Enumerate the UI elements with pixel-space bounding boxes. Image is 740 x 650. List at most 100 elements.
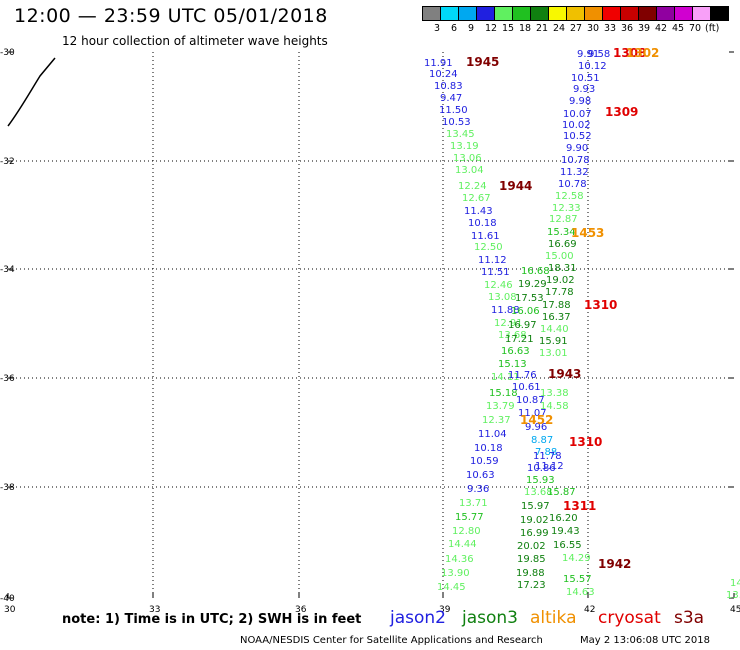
legend-labels: 3 6 9 12 15 18 21 24 27 30 33 36 39 42 45 70 (ft): [422, 21, 728, 35]
wave-height-value: 14.40: [540, 324, 569, 335]
legend-label: 33: [604, 23, 617, 34]
legend-label: 12: [485, 23, 498, 34]
wave-height-value: 17.78: [545, 287, 574, 298]
wave-height-value: 19.02: [546, 275, 575, 286]
wave-height-value: 10.87: [516, 395, 545, 406]
legend-label: 18: [519, 23, 532, 34]
wave-height-value: 10.24: [429, 69, 458, 80]
legend-s3a: s3a: [674, 608, 705, 628]
pass-time-label: 1309: [605, 105, 638, 119]
wave-height-value: 9.93: [573, 84, 595, 95]
pass-time-label: 1308: [613, 46, 646, 60]
wave-height-value: 13.04: [455, 165, 484, 176]
pass-time-label: 1453: [571, 226, 604, 240]
wave-height-value: 14.63: [566, 587, 595, 598]
wave-height-value: 13.45: [446, 129, 475, 140]
wave-height-value: 11.61: [471, 231, 500, 242]
wave-height-value: 14.45: [437, 582, 466, 593]
wave-height-value: 13.: [726, 590, 740, 601]
wave-height-value: 10.07: [563, 109, 592, 120]
legend-label: 39: [638, 23, 651, 34]
lon-label: 33: [149, 605, 160, 615]
wave-height-value: 11.50: [439, 105, 468, 116]
legend-label: 24: [553, 23, 566, 34]
wave-height-value: 12.50: [474, 242, 503, 253]
wave-height-value: 10.78: [558, 179, 587, 190]
wave-height-value: 16.37: [542, 312, 571, 323]
legend-label: 42: [655, 23, 668, 34]
wave-height-value: 12.46: [484, 280, 513, 291]
wave-height-value: 11.76: [508, 370, 537, 381]
wave-height-value: 19.43: [551, 526, 580, 537]
wave-height-value: 14.11: [491, 372, 520, 383]
wave-height-value: 15.77: [455, 512, 484, 523]
wave-height-value: 16.99: [520, 528, 549, 539]
wave-height-value: 17.21: [505, 334, 534, 345]
wave-height-value: 19.85: [517, 554, 546, 565]
wave-height-value: 10.61: [512, 382, 541, 393]
wave-height-value: 15.57: [563, 574, 592, 585]
wave-height-value: 15.13: [498, 359, 527, 370]
wave-height-value: 10.59: [470, 456, 499, 467]
wave-height-value: 12.87: [549, 214, 578, 225]
legend-label: 15: [502, 23, 515, 34]
wave-height-value: 16.20: [549, 513, 578, 524]
wave-height-value: 17.88: [542, 300, 571, 311]
wave-height-value: 11.12: [478, 255, 507, 266]
wave-height-value: 15.34: [547, 227, 576, 238]
wave-height-value: 12.37: [482, 415, 511, 426]
wave-height-value: 11.07: [518, 408, 547, 419]
wave-height-value: 9.96: [525, 422, 547, 433]
wave-height-value: 11.51: [481, 267, 510, 278]
legend-label: 30: [587, 23, 600, 34]
wave-height-value: 13.90: [441, 568, 470, 579]
wave-height-value: 16.97: [508, 320, 537, 331]
wave-height-value: 19.88: [516, 568, 545, 579]
legend-label: 45: [672, 23, 685, 34]
wave-height-value: 10.51: [571, 73, 600, 84]
wave-height-value: 7.88: [535, 447, 557, 458]
lon-label: 39: [439, 605, 451, 615]
lat-label: -36: [0, 374, 15, 384]
wave-height-value: 16.06: [511, 306, 540, 317]
wave-height-value: 12.80: [452, 526, 481, 537]
lon-label: 45: [730, 605, 740, 615]
wave-height-value: 19.02: [520, 515, 549, 526]
pass-time-label: 1945: [466, 55, 499, 69]
pass-time-label: 1943: [548, 367, 581, 381]
wave-height-value: 15.87: [547, 487, 576, 498]
wave-height-value: 13.79: [486, 401, 515, 412]
wave-height-value: 16.63: [501, 346, 530, 357]
wave-height-value: 13.01: [539, 348, 568, 359]
wave-height-value: 13.19: [450, 141, 479, 152]
legend-jason3: jason3: [462, 608, 518, 628]
lon-label: 36: [295, 605, 307, 615]
legend-label: 9: [468, 23, 475, 34]
wave-height-value: 13.68: [524, 487, 553, 498]
wave-height-value: 15.91: [539, 336, 568, 347]
wave-height-value: 10.83: [434, 81, 463, 92]
wave-height-value: 10.63: [466, 470, 495, 481]
wave-height-value: 12.91: [494, 318, 523, 329]
coastline: [7, 57, 56, 127]
wave-height-value: 15.97: [521, 501, 550, 512]
lat-label: -32: [0, 157, 15, 167]
wave-height-value: 16.68: [521, 266, 550, 277]
wave-height-value: 15.18: [489, 388, 518, 399]
wave-height-value: 11.91: [424, 58, 453, 69]
wave-height-value: 10.78: [561, 155, 590, 166]
lon-label: 42: [584, 605, 595, 615]
wave-height-value: 20.02: [517, 541, 546, 552]
wave-height-value: 18.31: [548, 263, 577, 274]
wave-height-value: 11.78: [533, 451, 562, 462]
legend-label: 21: [536, 23, 549, 34]
pass-time-label: 1944: [499, 179, 532, 193]
wave-height-value: 10.86: [527, 463, 556, 474]
wave-height-value: 10.52: [563, 131, 592, 142]
pass-time-label: 1452: [520, 413, 553, 427]
legend-swatch: [710, 6, 729, 21]
wave-height-value: 13.68: [498, 330, 527, 341]
wave-height-value: 11.12: [535, 461, 564, 472]
footer-note: note: 1) Time is in UTC; 2) SWH is in fe…: [62, 612, 362, 627]
wave-height-value: 9.47: [440, 93, 462, 104]
